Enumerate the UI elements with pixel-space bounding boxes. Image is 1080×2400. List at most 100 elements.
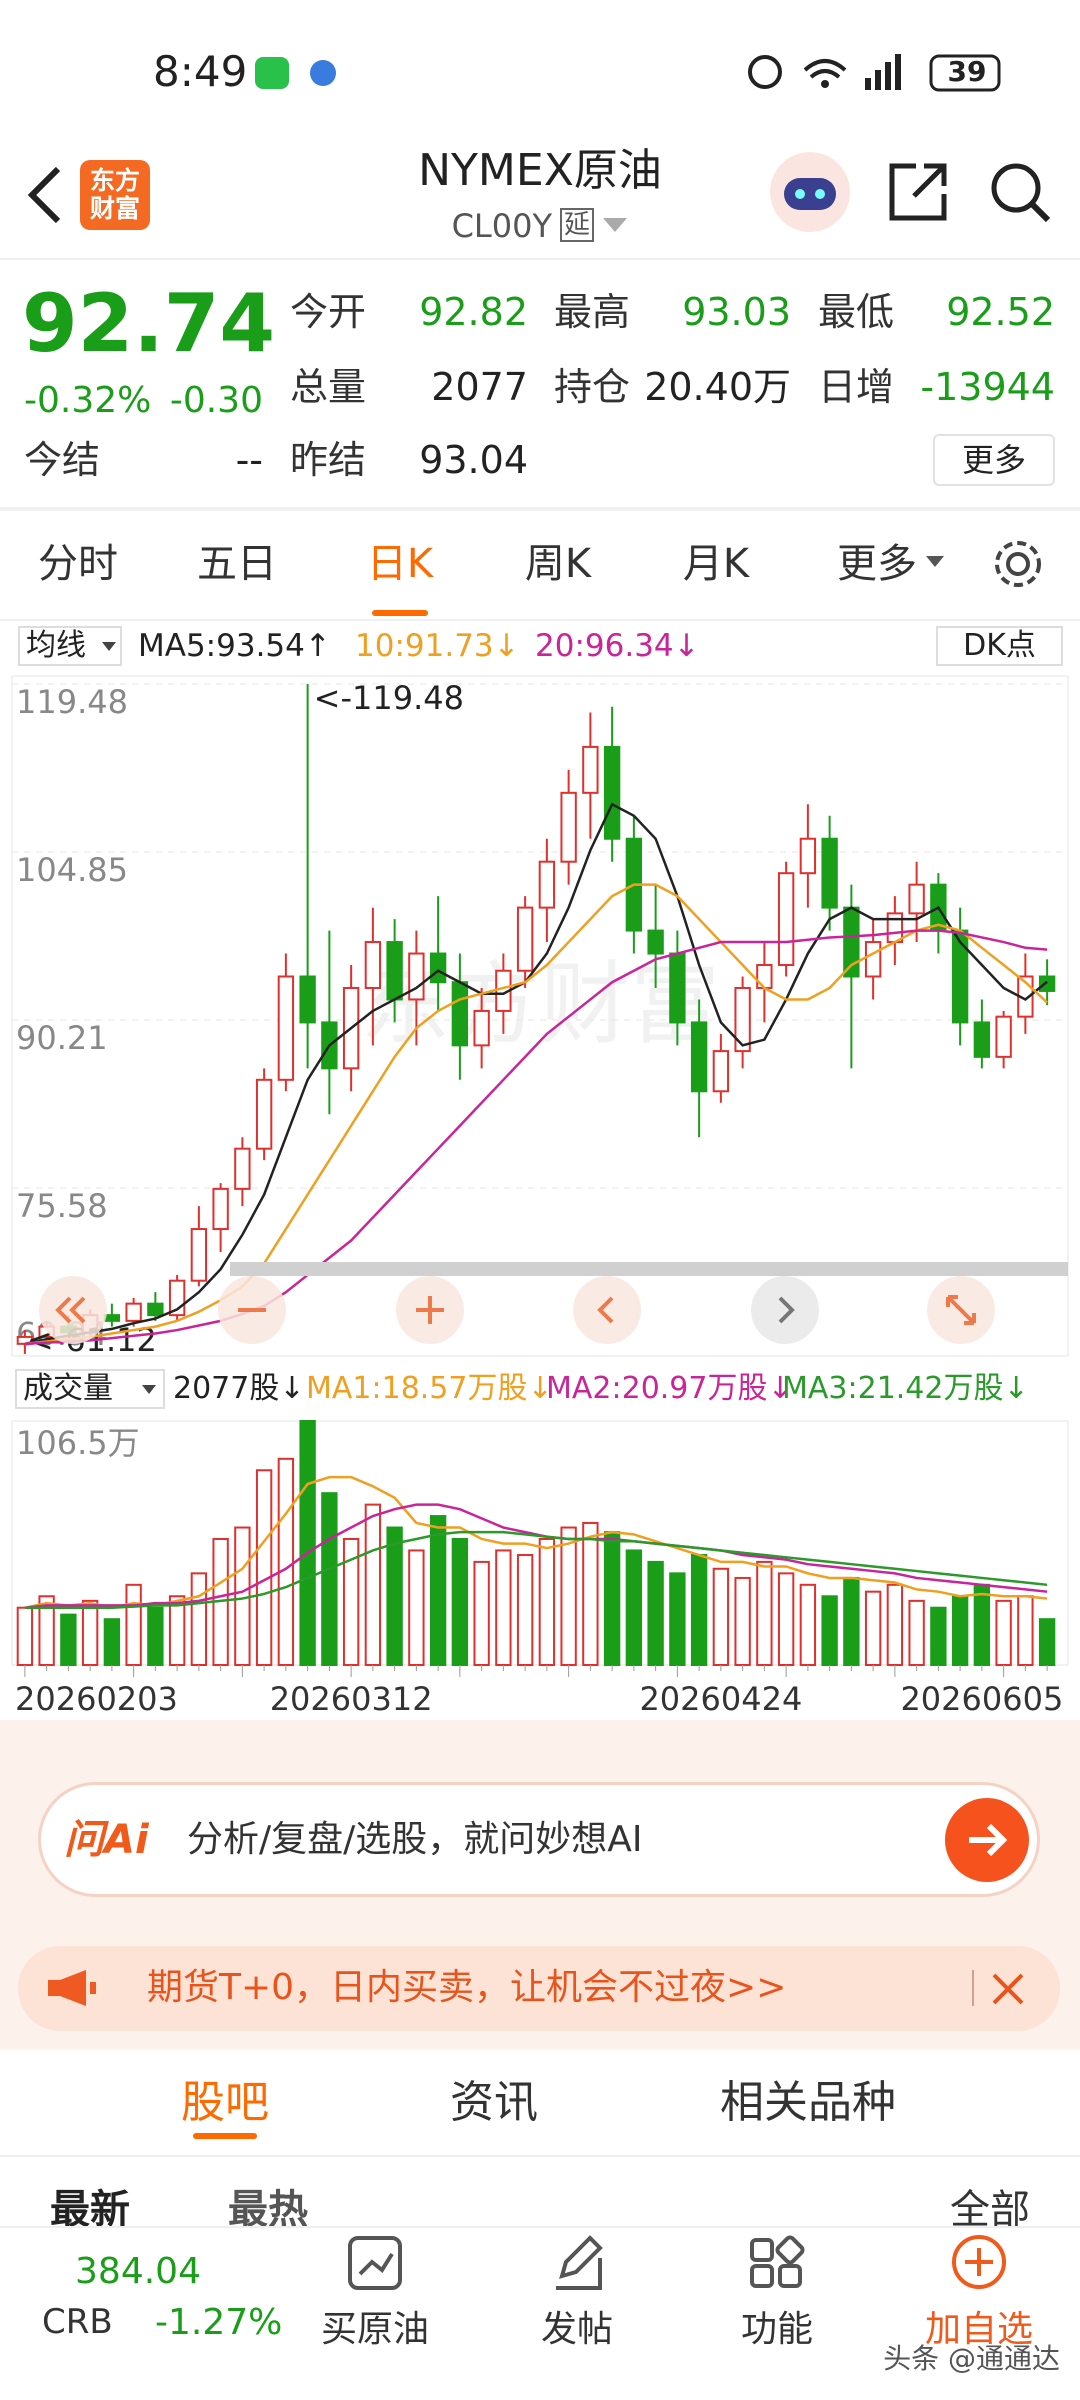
candle-body bbox=[516, 906, 534, 972]
volume-bar bbox=[429, 1515, 447, 1667]
field-value: 92.82 bbox=[419, 290, 528, 334]
robot-avatar[interactable] bbox=[768, 150, 852, 234]
field-label: 今开 bbox=[290, 290, 367, 334]
candle-body bbox=[908, 883, 925, 915]
date-label: 20260312 bbox=[270, 1680, 433, 1718]
bottom-nav bbox=[0, 2226, 1080, 2400]
promo-banner[interactable] bbox=[18, 1946, 1060, 2031]
volume-bar bbox=[299, 1420, 316, 1666]
volume-legend: MA3:21.42万股↓ bbox=[782, 1371, 1029, 1406]
nav-item[interactable]: 加自选 bbox=[924, 2309, 1033, 2350]
dropdown-icon bbox=[926, 556, 944, 567]
dk-button[interactable]: DK点 bbox=[936, 626, 1063, 666]
separator bbox=[972, 1970, 974, 2006]
high-label: <-119.48 bbox=[314, 679, 464, 717]
volume-bar bbox=[734, 1576, 751, 1666]
ai-input[interactable] bbox=[38, 1782, 1040, 1897]
candle-body bbox=[429, 952, 447, 984]
ai-send-button[interactable] bbox=[945, 1798, 1029, 1882]
contract-code: CL00Y bbox=[451, 207, 552, 245]
volume-ma-line bbox=[24, 1475, 1048, 1610]
battery-level: 39 bbox=[947, 55, 987, 88]
share-button[interactable] bbox=[886, 160, 950, 224]
tab-indicator bbox=[372, 610, 428, 616]
index-change: -1.27% bbox=[155, 2302, 283, 2343]
candle-body bbox=[212, 1187, 229, 1231]
volume-bar bbox=[647, 1560, 664, 1666]
change-percent: -0.32% bbox=[24, 380, 152, 421]
megaphone-icon bbox=[48, 1970, 96, 2006]
volume-bar bbox=[408, 1549, 425, 1667]
candle-body bbox=[147, 1302, 164, 1317]
volume-bar bbox=[712, 1567, 730, 1667]
volume-bar bbox=[60, 1613, 77, 1666]
dropdown-icon[interactable] bbox=[603, 218, 627, 234]
volume-bar bbox=[125, 1583, 142, 1667]
back-button[interactable] bbox=[22, 165, 66, 225]
volume-bar bbox=[669, 1572, 686, 1667]
scroll-bar bbox=[230, 1262, 1068, 1276]
ai-brand: 问Ai bbox=[64, 1817, 149, 1863]
content-tab[interactable]: 相关品种 bbox=[720, 2077, 896, 2128]
ma-selector[interactable]: 均线 bbox=[18, 626, 122, 666]
sub-tab[interactable]: 最新 bbox=[50, 2187, 130, 2233]
nav-item[interactable]: 发帖 bbox=[540, 2309, 613, 2350]
volume-bar bbox=[16, 1606, 34, 1667]
volume-bar bbox=[995, 1599, 1012, 1666]
candle-body bbox=[190, 1228, 208, 1282]
volume-bar bbox=[1017, 1595, 1034, 1666]
content-tab[interactable]: 资讯 bbox=[450, 2077, 538, 2128]
candle-body bbox=[864, 941, 882, 978]
volume-bar bbox=[103, 1618, 121, 1666]
candle-body bbox=[408, 952, 425, 1001]
more-button[interactable]: 更多 bbox=[933, 434, 1055, 486]
status-time: 8:49 bbox=[153, 47, 248, 96]
last-price: 92.74 bbox=[22, 277, 276, 370]
candle-body bbox=[603, 745, 621, 840]
filter-button[interactable]: 全部 bbox=[950, 2187, 1030, 2233]
candle-body bbox=[299, 975, 316, 1024]
y-tick-label: 90.21 bbox=[16, 1019, 108, 1057]
volume-bar bbox=[190, 1572, 208, 1667]
chart-controls[interactable] bbox=[0, 1272, 1080, 1348]
period-tab[interactable]: 分时 bbox=[38, 541, 118, 587]
nav-item[interactable]: 功能 bbox=[740, 2309, 813, 2350]
ai-placeholder: 分析/复盘/选股，就问妙想AI bbox=[187, 1819, 643, 1860]
sub-tab[interactable]: 最热 bbox=[228, 2187, 308, 2233]
volume-bar bbox=[886, 1583, 904, 1667]
tab-indicator bbox=[193, 2133, 257, 2139]
field-label: 持仓 bbox=[554, 365, 631, 409]
nav-item[interactable]: 买原油 bbox=[320, 2309, 429, 2350]
candle-body bbox=[1038, 975, 1056, 992]
candle-body bbox=[473, 1009, 490, 1047]
chart: 东方财富119.48104.8590.2175.5860.94<-119.48<… bbox=[11, 675, 1069, 1718]
volume-ma-line bbox=[24, 1530, 1048, 1609]
field-value: 93.04 bbox=[419, 438, 528, 482]
candle-body bbox=[560, 791, 577, 863]
period-tab[interactable]: 周K bbox=[524, 541, 592, 587]
period-tab[interactable]: 月K bbox=[682, 541, 750, 587]
index-name: CRB bbox=[42, 2302, 113, 2342]
candle-body bbox=[647, 929, 664, 955]
settings-button[interactable] bbox=[990, 536, 1046, 592]
page-title: NYMEX原油 bbox=[418, 145, 662, 196]
close-button[interactable] bbox=[992, 1973, 1024, 2005]
volume-bar bbox=[864, 1590, 882, 1666]
change-value: -0.30 bbox=[169, 380, 263, 421]
period-tab-active[interactable]: 日K bbox=[366, 541, 434, 587]
field-value: -- bbox=[235, 438, 263, 482]
divider bbox=[0, 507, 1080, 511]
candle-body bbox=[886, 912, 904, 944]
promo-text: 期货T+0，日内买卖，让机会不过夜>> bbox=[147, 1967, 787, 2008]
period-tab[interactable]: 五日 bbox=[197, 541, 277, 587]
field-value: 20.40万 bbox=[644, 365, 791, 409]
content-tab-active[interactable]: 股吧 bbox=[181, 2077, 269, 2128]
period-tab[interactable]: 更多 bbox=[837, 541, 917, 587]
volume-bar bbox=[277, 1457, 295, 1667]
volume-bar bbox=[386, 1526, 403, 1666]
app-logo bbox=[80, 160, 150, 230]
search-button[interactable] bbox=[988, 160, 1052, 224]
volume-selector[interactable]: 成交量 bbox=[15, 1369, 165, 1409]
ma-legend: 10:91.73↓ bbox=[355, 628, 520, 664]
ma-legend: MA5:93.54↑ bbox=[138, 628, 331, 664]
